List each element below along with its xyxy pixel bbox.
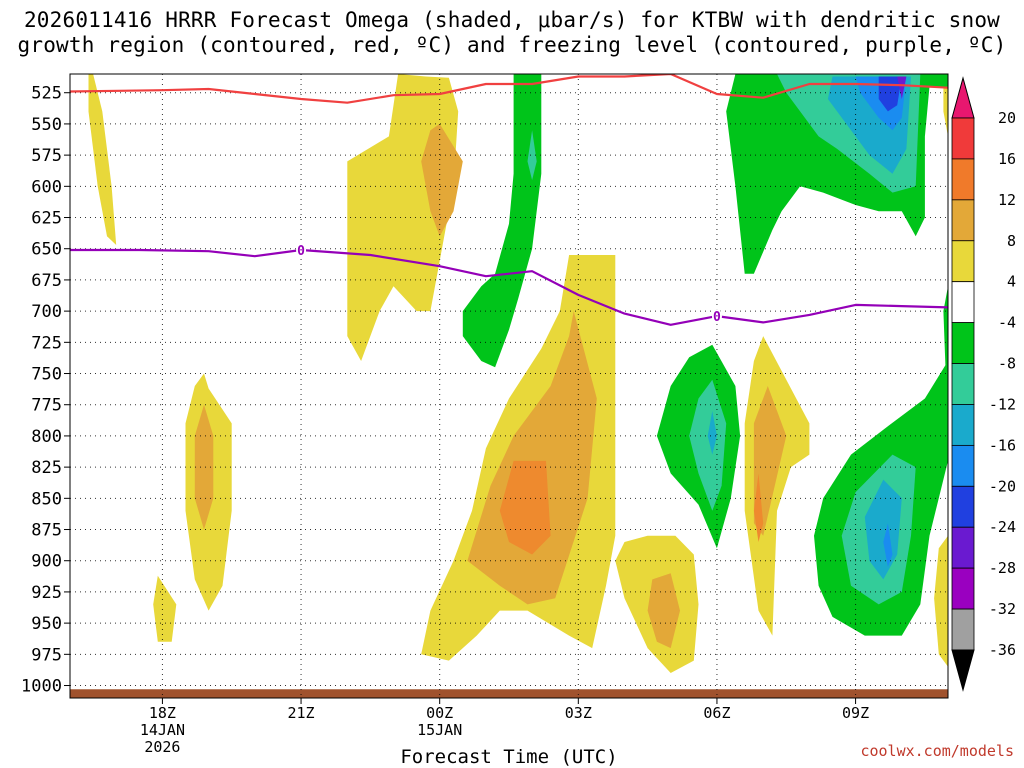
omega-region-29 xyxy=(864,479,902,580)
ground-fill xyxy=(70,689,948,698)
plot-frame xyxy=(69,73,949,699)
y-tick-label-1000: 1000 xyxy=(21,677,62,697)
omega-region-8 xyxy=(499,460,551,555)
colorbar-band-0 xyxy=(951,117,975,160)
y-tick-label-650: 650 xyxy=(31,240,62,260)
colorbar-band-9 xyxy=(951,485,975,528)
x-year-label-18Z: 2026 xyxy=(144,738,180,756)
x-date-label-00Z: 15JAN xyxy=(417,721,462,739)
y-tick-label-775: 775 xyxy=(31,396,62,416)
y-tick-label-600: 600 xyxy=(31,177,62,197)
omega-region-25 xyxy=(689,379,727,511)
colorbar: 20 16 12 8 4 -4 -8 -12 -16 -20 -24 -28 -32 -36 xyxy=(951,76,1016,692)
x-tick-label-09Z: 09Z xyxy=(842,704,869,722)
colorbar-band-3 xyxy=(951,240,975,283)
gridlines xyxy=(70,74,948,698)
freezing-label-bg-0 xyxy=(296,242,307,257)
chart-title-line1: 2026011416 HRRR Forecast Omega (shaded, … xyxy=(23,8,1001,32)
omega-region-16 xyxy=(462,74,542,368)
y-tick-label-850: 850 xyxy=(31,489,62,509)
x-tick-label-00Z: 00Z xyxy=(426,704,453,722)
omega-region-30 xyxy=(883,523,893,567)
colorbar-label-7: -12 xyxy=(989,395,1016,413)
y-tick-label-825: 825 xyxy=(31,458,62,478)
y-axis: 525 550 575 600 625 650 675 700 725 750 775 800 825 8… xyxy=(21,84,70,697)
y-tick-label-625: 625 xyxy=(31,209,62,229)
y-tick-label-550: 550 xyxy=(31,115,62,135)
y-tick-label-950: 950 xyxy=(31,614,62,634)
credit-text: coolwx.com/models xyxy=(860,742,1014,760)
chart-title-line2: growth region (contoured, red, ºC) and f… xyxy=(17,33,1007,57)
omega-region-12 xyxy=(753,386,787,536)
y-tick-label-800: 800 xyxy=(31,427,62,447)
omega-region-0 xyxy=(88,74,117,245)
omega-region-7 xyxy=(467,311,597,605)
colorbar-label-1: 16 xyxy=(998,150,1016,168)
colorbar-band-10 xyxy=(951,526,975,569)
colorbar-label-11: -28 xyxy=(989,559,1016,577)
x-tick-label-18Z: 18Z xyxy=(149,704,176,722)
colorbar-band-4 xyxy=(951,281,975,324)
omega-region-15 xyxy=(943,74,948,137)
y-tick-label-875: 875 xyxy=(31,521,62,541)
omega-region-14 xyxy=(934,535,948,667)
colorbar-band-7 xyxy=(951,404,975,446)
y-tick-label-575: 575 xyxy=(31,146,62,166)
y-tick-label-925: 925 xyxy=(31,583,62,603)
colorbar-band-12 xyxy=(951,608,975,651)
colorbar-label-2: 12 xyxy=(998,191,1016,209)
omega-region-26 xyxy=(707,411,717,455)
colorbar-band-6 xyxy=(951,363,975,405)
colorbar-band-1 xyxy=(951,158,975,201)
y-tick-label-750: 750 xyxy=(31,365,62,385)
freezing-level-label-0: 0 xyxy=(297,244,305,259)
x-date-label-18Z: 14JAN xyxy=(140,721,185,739)
x-tick-label-06Z: 06Z xyxy=(703,704,730,722)
contour-lines: 00 xyxy=(70,74,948,326)
omega-region-3 xyxy=(153,575,177,642)
omega-region-13 xyxy=(753,473,764,542)
y-tick-label-525: 525 xyxy=(31,84,62,104)
omega-region-23 xyxy=(897,76,907,99)
colorbar-label-4: 4 xyxy=(1007,273,1016,291)
colorbar-band-8 xyxy=(951,444,975,487)
x-tick-label-21Z: 21Z xyxy=(288,704,315,722)
colorbar-label-6: -8 xyxy=(998,355,1016,373)
colorbar-label-0: 20 xyxy=(998,109,1016,127)
y-tick-label-900: 900 xyxy=(31,552,62,572)
omega-region-17 xyxy=(527,130,537,181)
x-axis-title: Forecast Time (UTC) xyxy=(400,746,617,768)
colorbar-label-10: -24 xyxy=(989,518,1016,536)
colorbar-label-3: 8 xyxy=(1007,232,1016,250)
omega-region-31 xyxy=(943,286,948,386)
x-tick-label-03Z: 03Z xyxy=(565,704,592,722)
colorbar-label-8: -16 xyxy=(989,436,1016,454)
colorbar-top-triangle xyxy=(951,76,975,119)
omega-region-2 xyxy=(194,404,214,530)
colorbar-band-11 xyxy=(951,567,975,610)
colorbar-label-5: -4 xyxy=(998,314,1016,332)
colorbar-label-12: -32 xyxy=(989,600,1016,618)
y-tick-label-700: 700 xyxy=(31,302,62,322)
colorbar-label-13: -36 xyxy=(989,641,1016,659)
freezing-level-line xyxy=(70,248,948,326)
omega-region-5 xyxy=(421,123,463,237)
freezing-level-label-1: 0 xyxy=(713,310,721,325)
freezing-label-bg-1 xyxy=(711,309,722,324)
y-tick-label-725: 725 xyxy=(31,333,62,353)
dgz-contour-line xyxy=(70,74,948,104)
omega-shading xyxy=(88,74,948,673)
colorbar-bottom-triangle xyxy=(951,649,975,692)
colorbar-band-2 xyxy=(951,199,975,242)
y-tick-label-675: 675 xyxy=(31,271,62,291)
ground-layer xyxy=(70,689,948,698)
y-tick-label-975: 975 xyxy=(31,645,62,665)
colorbar-band-5 xyxy=(951,322,975,364)
colorbar-label-9: -20 xyxy=(989,477,1016,495)
